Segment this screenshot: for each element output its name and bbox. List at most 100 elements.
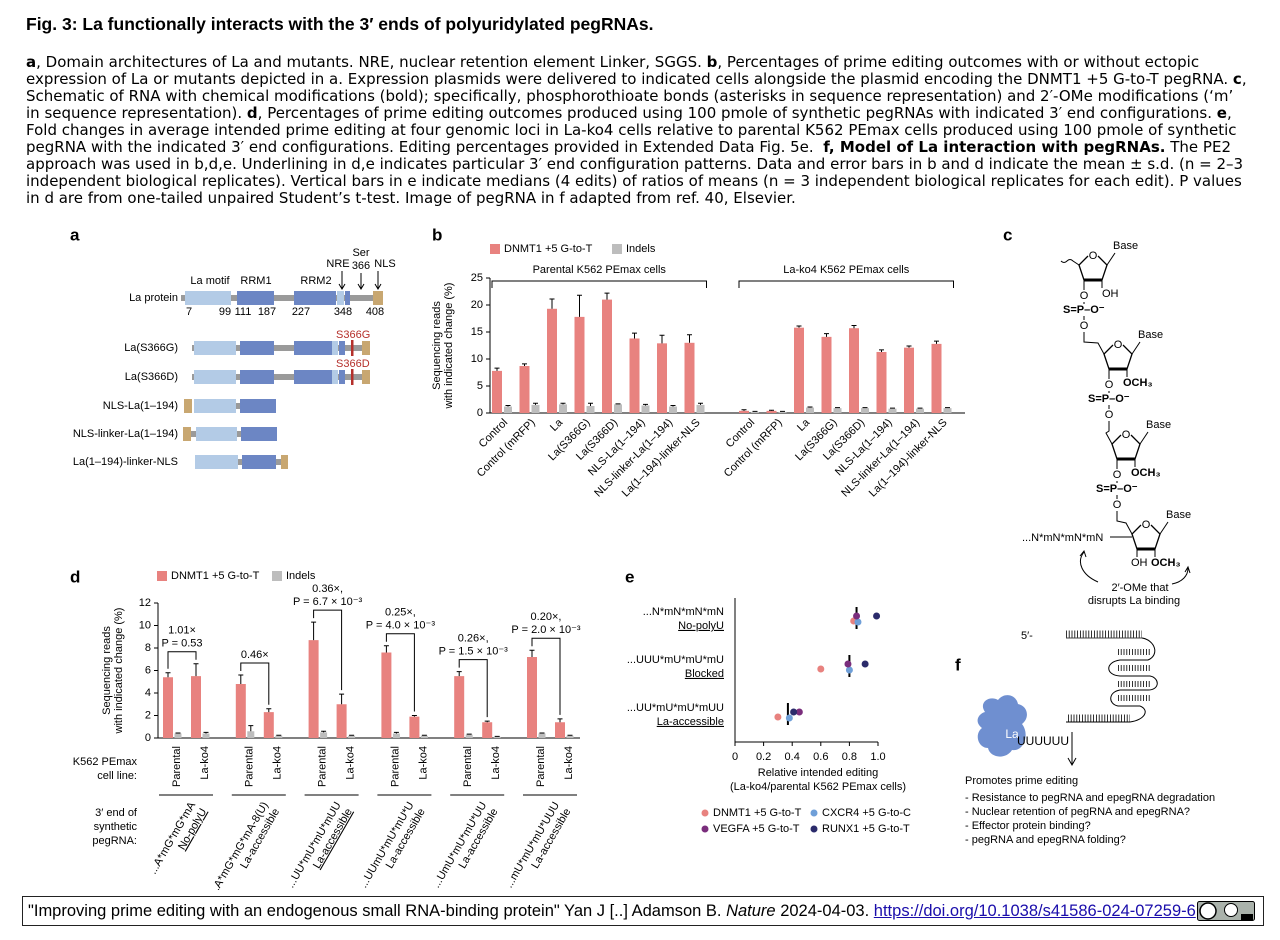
bar [504, 406, 512, 413]
bar [766, 410, 777, 413]
rrm1 [240, 341, 274, 355]
caption-text: , Schematic of RNA with chemical modific… [26, 70, 1247, 122]
error-bar [752, 410, 758, 412]
note: disrupts La binding [1088, 595, 1180, 607]
base-label: Base [1138, 329, 1163, 341]
la-protein [181, 291, 383, 305]
bar [559, 404, 567, 413]
la-motif [196, 427, 237, 441]
error-bar [203, 731, 209, 734]
error-bar [539, 732, 545, 734]
rrm1 [240, 370, 274, 384]
bar [916, 408, 924, 413]
dot [845, 666, 853, 674]
caption-letter: b [706, 53, 718, 71]
error-bar [522, 363, 527, 367]
x-tick-label: Parental [535, 746, 547, 787]
bar [888, 408, 897, 413]
panel-a: a La motif RRM1 RRM2 NRE Ser 366 NLS La … [70, 225, 396, 469]
doi-link[interactable]: https://doi.org/10.1038/s41586-024-07259… [873, 902, 1196, 920]
bridge-oxygen: O [1105, 409, 1114, 421]
dot [795, 708, 803, 716]
pegrna-structure [1108, 637, 1158, 707]
nls [184, 399, 192, 413]
linker [238, 459, 242, 465]
y-tick-label: 2 [145, 709, 151, 721]
comparison-label: 0.36×, [312, 583, 343, 595]
bar [454, 676, 465, 738]
bar [821, 336, 832, 413]
error-bar [807, 406, 813, 408]
bar [247, 731, 255, 738]
error-bar [835, 407, 840, 409]
nls [362, 370, 370, 384]
methoxy: OCH₃ [1131, 467, 1161, 479]
error-bar [494, 735, 500, 737]
y-tick-label: 8 [145, 642, 151, 654]
construct [192, 340, 370, 356]
error-bar [687, 334, 692, 343]
error-bar [741, 409, 747, 411]
nls [183, 427, 191, 441]
rrm2 [294, 341, 332, 355]
nls-label: NLS [374, 258, 395, 270]
bar [547, 308, 557, 413]
bar [602, 299, 612, 413]
la-label: La [1005, 727, 1019, 741]
backbone-bond [1105, 421, 1113, 445]
phosphate: S=P–O⁻ [1096, 483, 1138, 495]
row-label: Blocked [685, 668, 724, 680]
model-heading: Promotes prime editing [965, 775, 1078, 787]
dot [853, 612, 861, 620]
bar [574, 316, 585, 413]
error-bar [945, 407, 950, 409]
hydroxyl: OH [1131, 557, 1148, 569]
x-axis-label: Relative intended editing [758, 767, 878, 779]
mutation [351, 340, 354, 356]
x-tick-label: La-ko4 [563, 746, 575, 780]
comparison-bracket [385, 633, 415, 712]
rrm1 [237, 291, 274, 305]
linker [276, 459, 281, 465]
bridge-oxygen: O [1105, 379, 1114, 391]
x-tick-label: La [795, 416, 813, 434]
error-bar [505, 404, 511, 407]
x-tick-label: Parental [171, 746, 183, 787]
la-motif [194, 370, 236, 384]
pegrna-stems [1118, 649, 1150, 701]
panel-letter: c [1003, 225, 1012, 244]
bar [794, 327, 804, 413]
bar [739, 410, 749, 413]
la-motif [194, 341, 236, 355]
x-tick-label: 0.4 [785, 751, 800, 763]
error-bar [604, 292, 610, 300]
row-label: 3′ end of [95, 807, 138, 819]
bar [465, 734, 473, 738]
group-bracket [491, 280, 707, 288]
figure: a La motif RRM1 RRM2 NRE Ser 366 NLS La … [70, 225, 1215, 890]
comparison-label: 0.26×, [458, 633, 489, 645]
error-bar [311, 621, 317, 641]
citation-footer: "Improving prime editing with an endogen… [22, 896, 1264, 926]
error-bar [466, 733, 472, 735]
construct [184, 399, 276, 413]
y-axis-label: Sequencing reads [431, 301, 443, 390]
error-bar [383, 645, 389, 653]
ring-oxygen: O [1142, 519, 1151, 531]
bar [336, 704, 347, 738]
bar [876, 351, 887, 413]
residue: 187 [258, 306, 276, 318]
comparison-bracket [531, 637, 561, 715]
pair-label: ...A*mG*mG*mA-8(U)La-accessible [207, 800, 282, 890]
dot [817, 665, 825, 673]
construct [195, 455, 288, 469]
bar [482, 722, 493, 738]
y-tick-label: 0 [145, 732, 151, 744]
legend-swatch [157, 571, 167, 581]
error-bar [557, 718, 563, 723]
la-protein-blob [977, 695, 1027, 757]
bar [235, 684, 246, 738]
domain-label: La motif [190, 275, 230, 287]
row-label: cell line: [97, 770, 137, 782]
bar [657, 343, 667, 413]
